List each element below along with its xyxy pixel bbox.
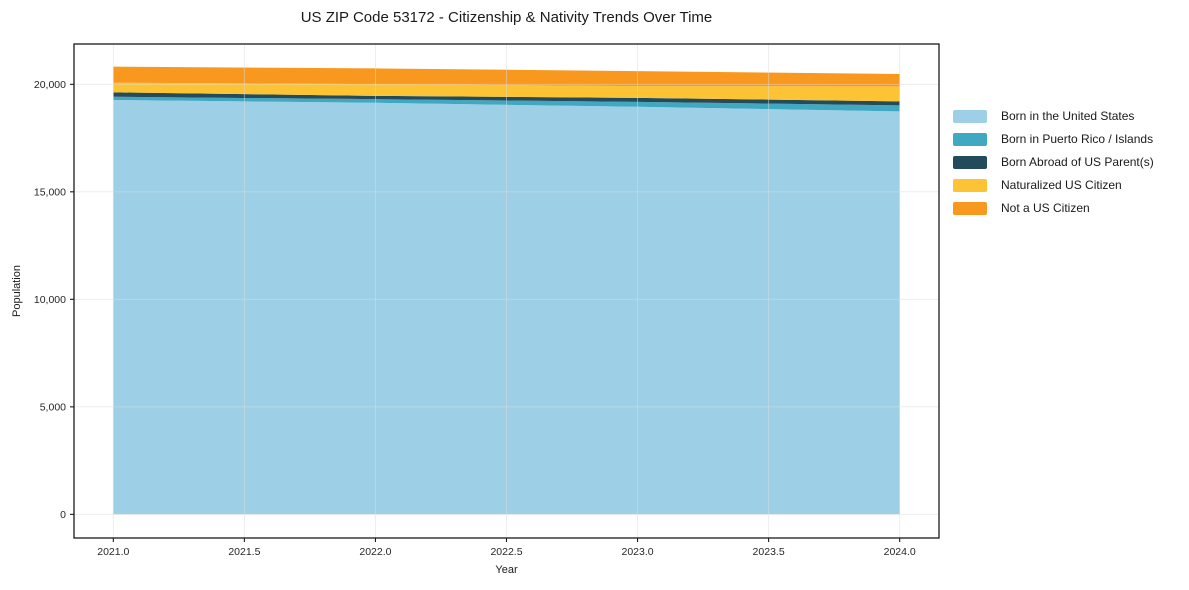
legend-swatch-icon <box>953 133 987 146</box>
x-tick-label: 2023.5 <box>753 546 785 558</box>
legend-item-not-a-us-citizen: Not a US Citizen <box>953 202 1154 215</box>
y-tick-label: 20,000 <box>34 79 66 91</box>
legend-item-naturalized-us-citizen: Naturalized US Citizen <box>953 179 1154 192</box>
x-tick-label: 2022.0 <box>359 546 391 558</box>
x-tick-label: 2021.0 <box>97 546 129 558</box>
chart-title: US ZIP Code 53172 - Citizenship & Nativi… <box>300 9 713 26</box>
x-tick-label: 2022.5 <box>490 546 522 558</box>
legend-item-born-in-the-united-states: Born in the United States <box>953 110 1154 123</box>
y-axis-label: Population <box>11 265 23 317</box>
legend: Born in the United States Born in Puerto … <box>953 110 1154 225</box>
y-tick-label: 15,000 <box>34 186 66 198</box>
legend-swatch-icon <box>953 202 987 215</box>
x-tick-label: 2024.0 <box>884 546 916 558</box>
legend-item-born-in-puerto-rico-islands: Born in Puerto Rico / Islands <box>953 133 1154 146</box>
legend-swatch-icon <box>953 156 987 169</box>
x-axis-label: Year <box>495 564 518 576</box>
y-tick-label: 5,000 <box>40 401 66 413</box>
legend-label: Born Abroad of US Parent(s) <box>1001 155 1154 169</box>
x-tick-label: 2023.0 <box>621 546 653 558</box>
legend-item-born-abroad-of-us-parent-s: Born Abroad of US Parent(s) <box>953 156 1154 169</box>
x-tick-label: 2021.5 <box>228 546 260 558</box>
y-tick-label: 0 <box>60 509 66 521</box>
legend-label: Naturalized US Citizen <box>1001 178 1122 192</box>
legend-label: Born in the United States <box>1001 109 1135 123</box>
legend-label: Not a US Citizen <box>1001 201 1090 215</box>
legend-swatch-icon <box>953 179 987 192</box>
legend-swatch-icon <box>953 110 987 123</box>
legend-label: Born in Puerto Rico / Islands <box>1001 132 1154 146</box>
y-tick-label: 10,000 <box>34 294 66 306</box>
